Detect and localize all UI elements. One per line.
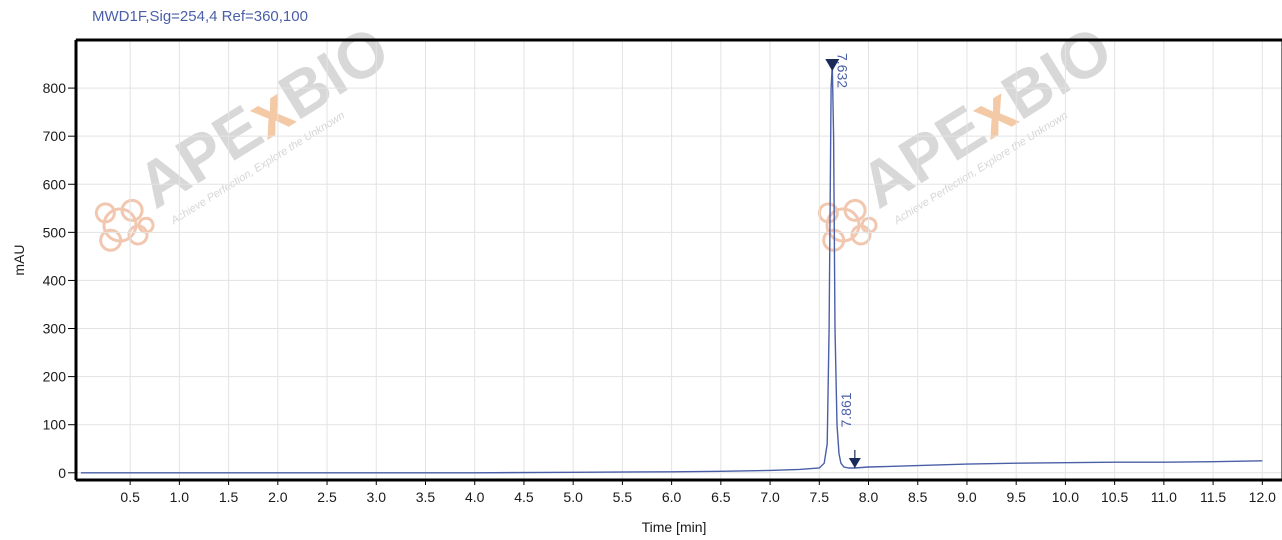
y-tick-label: 300 <box>43 321 67 337</box>
watermark-brand: APExBIO <box>848 12 1124 222</box>
logo-ring <box>120 198 144 222</box>
y-tick-label: 800 <box>43 80 67 96</box>
logo-ring <box>860 216 878 234</box>
logo-ring <box>99 228 123 252</box>
y-tick-label: 200 <box>43 369 67 385</box>
y-tick-label: 700 <box>43 128 67 144</box>
y-tick-label: 500 <box>43 224 67 240</box>
axes: 0.5 1.0 1.5 2.0 2.5 3.0 3.5 4.0 4.5 5.0 5.5 6.0 6.5 7… <box>43 38 1282 505</box>
y-tick-label: 100 <box>43 417 67 433</box>
signal-trace <box>80 64 1263 474</box>
logo-ring <box>817 202 839 224</box>
peak-triangle <box>848 457 861 468</box>
watermark-brand: APExBIO <box>125 12 401 222</box>
x-tick-label: 11.0 <box>1151 489 1177 505</box>
apexbio-logo-mark <box>94 198 155 252</box>
x-tick-label: 1.5 <box>219 489 239 505</box>
y-tick-label: 0 <box>58 465 66 481</box>
peak-markers: 7.632 7.861 <box>825 53 861 468</box>
x-tick-label: 3.0 <box>367 489 387 505</box>
peak-label: 7.861 <box>838 392 854 427</box>
peak-marker: 7.632 <box>825 53 850 88</box>
y-tick-label: 400 <box>43 272 67 288</box>
x-tick-label: 2.5 <box>317 489 337 505</box>
x-tick-label: 0.5 <box>120 489 140 505</box>
x-tick-label: 8.0 <box>859 489 879 505</box>
x-tick-label: 6.5 <box>711 489 731 505</box>
peak-label: 7.632 <box>834 53 850 88</box>
signal-title: MWD1F,Sig=254,4 Ref=360,100 <box>92 8 308 25</box>
x-axis-title: Time [min] <box>642 519 707 535</box>
x-tick-label: 5.0 <box>563 489 583 505</box>
x-tick-label: 7.5 <box>810 489 830 505</box>
x-tick-label: 10.0 <box>1052 489 1079 505</box>
y-tick-label: 600 <box>43 176 67 192</box>
x-tick-label: 2.0 <box>268 489 288 505</box>
x-tick-label: 10.5 <box>1101 489 1128 505</box>
x-tick-label: 4.5 <box>514 489 534 505</box>
x-tick-label: 12.0 <box>1249 489 1276 505</box>
x-tick-label: 8.5 <box>908 489 928 505</box>
x-tick-label: 6.0 <box>662 489 682 505</box>
peak-triangle <box>825 59 840 72</box>
logo-ring <box>822 228 846 252</box>
logo-ring <box>94 202 116 224</box>
series-layer <box>80 64 1263 474</box>
x-tick-label: 9.5 <box>1006 489 1026 505</box>
x-tick-label: 11.5 <box>1200 489 1226 505</box>
x-tick-label: 3.5 <box>416 489 436 505</box>
x-tick-label: 4.0 <box>465 489 485 505</box>
grid-lines <box>76 40 1282 480</box>
peak-marker: 7.861 <box>838 392 861 468</box>
y-axis-title: mAU <box>11 244 27 275</box>
x-tick-label: 5.5 <box>613 489 633 505</box>
logo-ring <box>843 198 867 222</box>
x-tick-label: 7.0 <box>760 489 780 505</box>
x-tick-label: 1.0 <box>170 489 190 505</box>
logo-ring <box>137 216 155 234</box>
x-tick-label: 9.0 <box>957 489 977 505</box>
